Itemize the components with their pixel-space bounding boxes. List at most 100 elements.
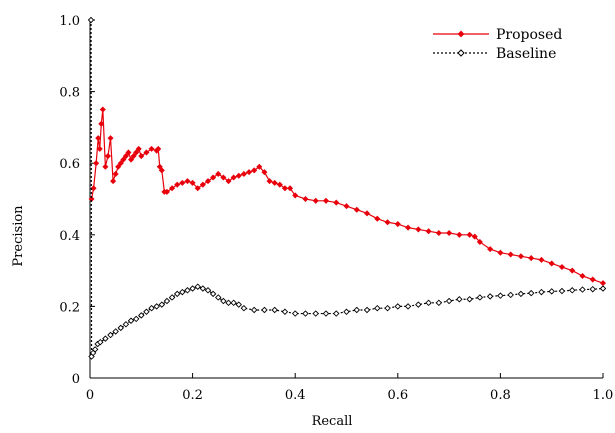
data-point-proposed — [425, 228, 432, 235]
data-point-baseline — [209, 290, 217, 298]
data-point-baseline — [117, 324, 125, 332]
data-point-baseline — [102, 335, 109, 342]
data-point-proposed — [256, 163, 263, 170]
data-point-baseline — [132, 315, 140, 323]
data-point-baseline — [476, 294, 484, 301]
data-point-baseline — [363, 306, 371, 314]
data-point-baseline — [579, 286, 586, 293]
data-point-baseline — [435, 299, 443, 307]
data-point-baseline — [589, 285, 596, 293]
data-point-proposed — [156, 163, 163, 170]
x-tick-label: 0.6 — [387, 388, 408, 403]
data-point-proposed — [210, 174, 217, 181]
x-axis-title: Recall — [312, 414, 353, 429]
data-point-proposed — [133, 149, 140, 156]
data-point-proposed — [497, 249, 504, 256]
data-point-proposed — [558, 263, 565, 271]
data-point-proposed — [130, 153, 137, 160]
data-point-proposed — [333, 199, 340, 206]
data-point-baseline — [568, 287, 576, 294]
data-point-baseline — [240, 304, 248, 312]
data-point-baseline — [194, 283, 201, 290]
data-point-proposed — [235, 172, 242, 179]
y-tick-label: 0.8 — [59, 86, 80, 101]
data-point-proposed — [115, 163, 122, 170]
y-axis-title: Precision — [11, 205, 26, 267]
data-point-baseline — [189, 285, 196, 292]
series-line-proposed — [90, 109, 604, 284]
data-point-baseline — [599, 285, 607, 292]
data-point-baseline — [112, 328, 119, 335]
data-point-baseline — [199, 285, 207, 292]
legend-label-baseline: Baseline — [496, 46, 556, 62]
x-tick-label: 0 — [86, 388, 94, 403]
y-tick-label: 1.0 — [59, 14, 80, 29]
data-point-proposed — [287, 185, 294, 192]
data-point-proposed — [517, 253, 524, 260]
data-point-baseline — [153, 303, 160, 310]
y-axis-ticks: 0 0.2 0.4 0.6 0.8 1.0 — [59, 14, 95, 387]
data-point-baseline — [184, 287, 191, 294]
data-point-proposed — [353, 206, 360, 213]
data-point-proposed — [135, 145, 142, 152]
data-point-baseline — [179, 288, 186, 296]
y-tick-label: 0.4 — [59, 229, 80, 244]
data-point-baseline — [404, 303, 412, 310]
data-point-baseline — [466, 296, 473, 303]
data-point-proposed — [110, 178, 117, 185]
data-point-proposed — [589, 276, 596, 283]
data-point-proposed — [204, 178, 212, 185]
data-point-proposed — [194, 185, 201, 192]
data-point-baseline — [215, 294, 222, 301]
data-point-proposed — [487, 246, 494, 253]
data-point-baseline — [158, 301, 166, 308]
data-point-baseline — [333, 310, 340, 317]
data-point-baseline — [322, 310, 330, 317]
x-tick-label: 0.8 — [490, 388, 511, 403]
data-point-proposed — [138, 153, 145, 160]
data-point-baseline — [168, 294, 176, 301]
data-point-proposed — [271, 179, 278, 186]
data-point-baseline — [394, 303, 402, 310]
data-point-proposed — [261, 169, 268, 176]
data-point-baseline — [107, 331, 114, 339]
data-point-proposed — [99, 106, 106, 113]
data-point-proposed — [148, 145, 155, 152]
data-point-proposed — [199, 181, 206, 188]
data-point-proposed — [507, 251, 514, 258]
data-point-proposed — [374, 215, 381, 222]
data-point-proposed — [220, 174, 227, 181]
data-point-proposed — [363, 210, 371, 217]
legend-label-proposed: Proposed — [496, 27, 562, 43]
data-point-proposed — [128, 156, 135, 163]
legend-entry-baseline: Baseline — [433, 46, 556, 62]
data-point-proposed — [155, 145, 162, 152]
data-point-baseline — [548, 288, 555, 295]
data-point-proposed — [230, 174, 237, 181]
data-point-baseline — [281, 308, 289, 316]
data-point-proposed — [435, 229, 442, 237]
data-point-proposed — [107, 135, 114, 142]
x-axis-ticks: 0 0.2 0.4 0.6 0.8 1.0 — [86, 373, 613, 403]
series-baseline — [87, 16, 607, 360]
data-point-baseline — [235, 301, 243, 308]
y-tick-label: 0.6 — [59, 157, 80, 172]
data-point-baseline — [148, 304, 155, 312]
data-point-proposed — [266, 178, 273, 185]
data-point-baseline — [507, 291, 514, 299]
data-point-proposed — [599, 280, 607, 287]
data-point-proposed — [174, 181, 181, 188]
data-point-proposed — [446, 229, 453, 237]
data-point-baseline — [225, 299, 232, 307]
data-point-proposed — [281, 185, 288, 192]
data-point-proposed — [415, 226, 422, 233]
data-point-proposed — [569, 267, 576, 274]
data-point-baseline — [527, 289, 535, 297]
data-point-proposed — [312, 197, 319, 204]
data-point-proposed — [548, 260, 555, 267]
data-point-baseline — [312, 310, 319, 317]
data-point-baseline — [343, 308, 350, 316]
data-point-proposed — [456, 231, 463, 238]
legend-marker-proposed — [457, 30, 465, 38]
